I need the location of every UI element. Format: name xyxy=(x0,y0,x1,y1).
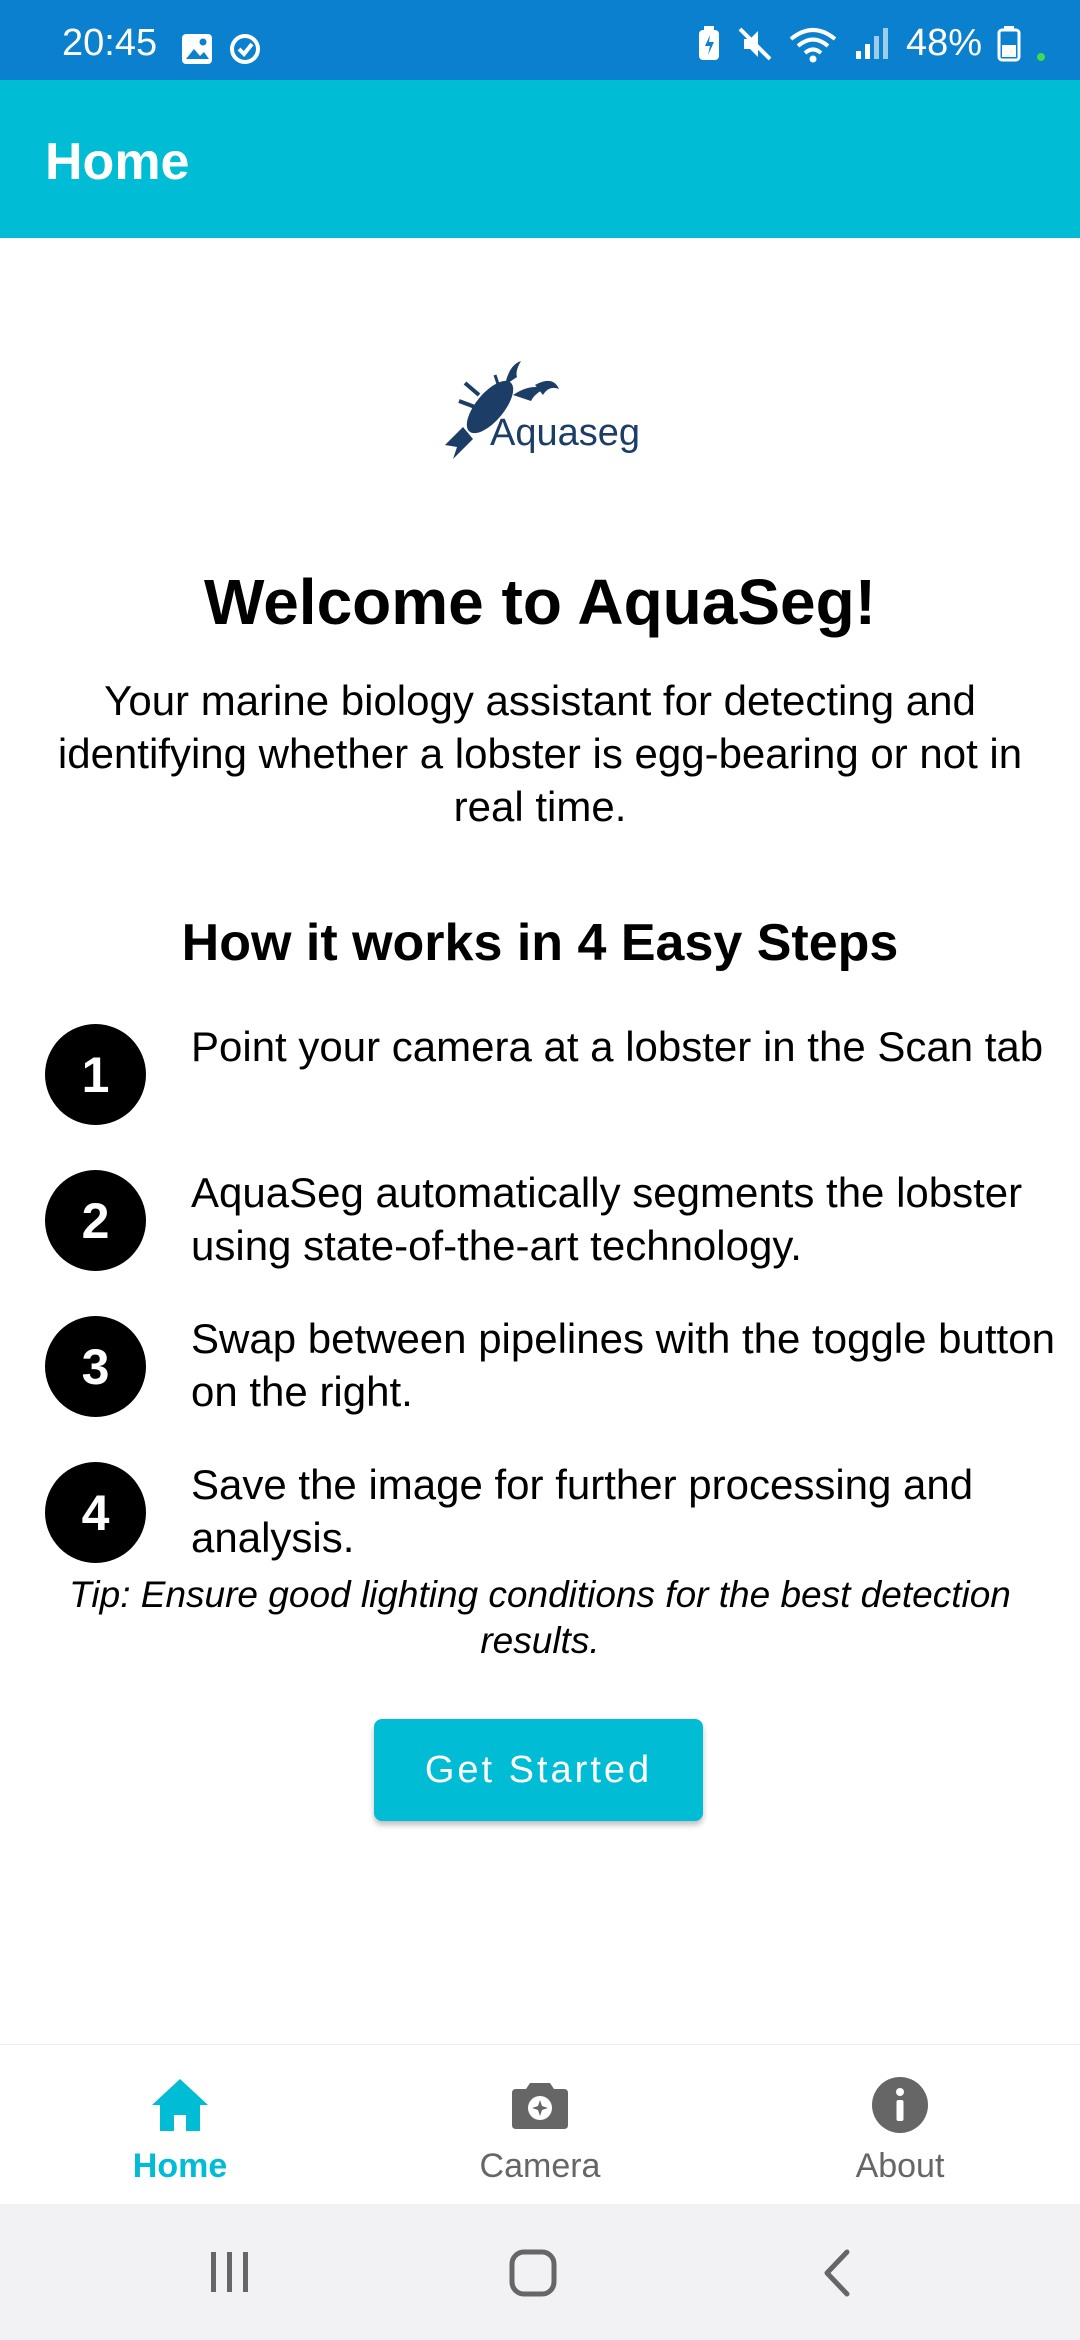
step-number-badge: 4 xyxy=(45,1462,146,1563)
nav-label-camera: Camera xyxy=(479,2147,601,2185)
status-right-icons: 48% xyxy=(696,22,1046,65)
home-button-icon[interactable] xyxy=(508,2248,558,2298)
step-item: 4 Save the image for further processing … xyxy=(45,1461,1045,1572)
nav-tab-camera[interactable]: Camera xyxy=(360,2045,720,2205)
app-bar: Home xyxy=(0,80,1080,238)
get-started-button[interactable]: Get Started xyxy=(374,1719,703,1821)
welcome-title: Welcome to AquaSeg! xyxy=(203,566,877,638)
camera-icon xyxy=(512,2083,568,2129)
battery-saver-icon xyxy=(698,25,719,60)
step-item: 1 Point your camera at a lobster in the … xyxy=(45,1023,1045,1134)
step-text: Swap between pipelines with the toggle b… xyxy=(191,1315,1055,1415)
home-icon xyxy=(152,2079,208,2131)
step-text: Save the image for further processing an… xyxy=(191,1461,974,1561)
nav-label-about: About xyxy=(855,2147,945,2185)
nav-tab-about[interactable]: About xyxy=(720,2045,1080,2205)
status-left-icons xyxy=(180,32,262,66)
wifi-icon xyxy=(789,27,837,62)
status-bar: 20:45 xyxy=(0,0,1080,80)
back-icon[interactable] xyxy=(815,2248,859,2298)
system-nav-bar xyxy=(0,2204,1080,2340)
step-number-badge: 3 xyxy=(45,1316,146,1417)
mute-icon xyxy=(738,27,772,60)
info-icon xyxy=(872,2077,928,2133)
app-bar-title: Home xyxy=(45,133,190,191)
intro-text: Your marine biology assistant for detect… xyxy=(57,677,1023,830)
privacy-dot-icon xyxy=(1037,52,1045,61)
logo-text: Aquaseg xyxy=(490,412,641,454)
nav-label-home: Home xyxy=(132,2147,228,2185)
step-text: AquaSeg automatically segments the lobst… xyxy=(191,1169,1023,1269)
step-text: Point your camera at a lobster in the Sc… xyxy=(191,1023,1044,1070)
nav-tab-home[interactable]: Home xyxy=(0,2045,360,2205)
step-item: 2 AquaSeg automatically segments the lob… xyxy=(45,1169,1045,1280)
steps-title: How it works in 4 Easy Steps xyxy=(181,914,899,972)
battery-icon xyxy=(997,25,1021,61)
tip-text: Tip: Ensure good lighting conditions for… xyxy=(69,1574,1011,1661)
step-number-badge: 2 xyxy=(45,1170,146,1271)
step-item: 3 Swap between pipelines with the toggle… xyxy=(45,1315,1055,1426)
battery-percent: 48% xyxy=(905,22,982,64)
bottom-nav: Home Camera About xyxy=(0,2044,1080,2204)
sync-icon xyxy=(230,34,260,64)
gallery-icon xyxy=(182,34,212,64)
signal-icon xyxy=(855,27,888,59)
status-time: 20:45 xyxy=(62,22,158,64)
lobster-logo xyxy=(445,361,559,459)
recent-apps-icon[interactable] xyxy=(205,2248,255,2296)
step-number-badge: 1 xyxy=(45,1024,146,1125)
